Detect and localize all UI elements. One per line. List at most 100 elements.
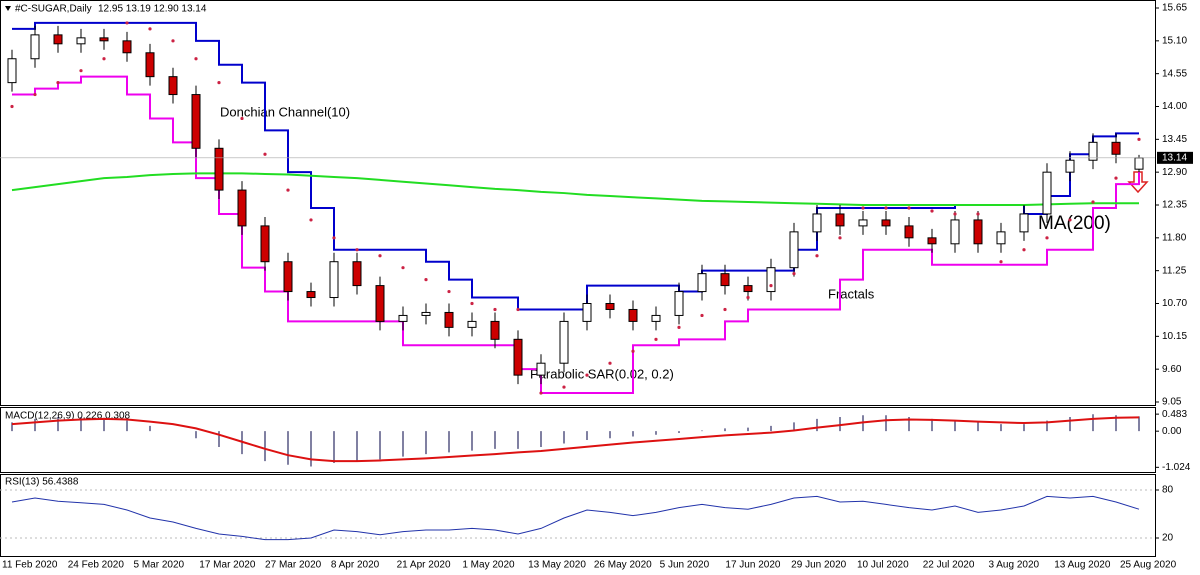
donchian-lower	[12, 75, 1140, 395]
sar-dot	[493, 307, 497, 312]
candle-body	[789, 231, 799, 269]
sar-dot	[378, 254, 382, 258]
candle-body	[559, 320, 569, 364]
candle-body	[237, 189, 247, 227]
x-tick-label: 3 Aug 2020	[988, 560, 1039, 571]
candle-body	[1042, 171, 1052, 215]
candle-body	[99, 37, 109, 42]
last-price-box	[1157, 151, 1193, 164]
sar-dot	[631, 349, 635, 353]
sar-dot	[608, 361, 612, 365]
sar-dot	[792, 272, 796, 276]
y-tick-label: 10.15	[1162, 331, 1187, 342]
y-tick-label: 9.05	[1162, 397, 1182, 408]
sar-dot	[516, 307, 520, 312]
sar-dot	[723, 307, 727, 312]
sar-dot	[1045, 236, 1049, 240]
menu-arrow[interactable]	[5, 6, 11, 11]
candle-body	[628, 308, 638, 322]
sar-dot	[930, 209, 934, 213]
y-tick-label: 12.90	[1162, 167, 1187, 178]
candle-body	[122, 40, 132, 54]
y-tick-label: 13.45	[1162, 134, 1187, 145]
candle-body	[1065, 159, 1075, 173]
candle-body	[214, 147, 224, 191]
y-tick-label: 11.80	[1162, 232, 1187, 243]
candle-body	[467, 320, 477, 328]
sar-dot	[746, 295, 750, 300]
candle-body	[76, 37, 86, 45]
candle-body	[536, 362, 546, 376]
sar-dot	[309, 218, 313, 222]
y-tick-label: 0.483	[1162, 409, 1187, 420]
sar-dot	[700, 313, 704, 318]
y-tick-label: 80	[1162, 485, 1174, 496]
candle-body	[927, 237, 937, 245]
candle-body	[812, 213, 822, 233]
candle-body	[881, 219, 891, 227]
candle-body	[697, 273, 707, 293]
candle-body	[1134, 157, 1144, 170]
candle-body	[1111, 141, 1121, 155]
candle-body	[398, 314, 408, 322]
y-tick-label: 15.65	[1162, 3, 1187, 14]
candle-body	[7, 58, 17, 84]
candle-body	[605, 303, 615, 310]
candle-body	[766, 267, 776, 293]
sar-dot	[10, 104, 14, 109]
ohlc-header: 12.95 13.19 12.90 13.14	[98, 4, 207, 15]
candle-body	[720, 273, 730, 287]
candle-body	[1088, 141, 1098, 161]
macd-pane	[0, 407, 1156, 473]
sar-dot	[125, 21, 129, 25]
x-tick-label: 29 Jun 2020	[791, 560, 846, 571]
candle-body	[973, 219, 983, 245]
sar-dot	[286, 188, 290, 192]
x-tick-label: 1 May 2020	[462, 560, 515, 571]
x-tick-label: 11 Feb 2020	[2, 560, 58, 571]
candle-body	[260, 225, 270, 263]
candle-body	[743, 285, 753, 293]
rsi-title: RSI(13) 56.4388	[5, 477, 79, 488]
symbol-title: #C-SUGAR,Daily	[15, 4, 92, 15]
donchian-upper	[12, 21, 1139, 311]
x-tick-label: 17 Jun 2020	[725, 560, 780, 571]
sar-dot	[1114, 176, 1118, 180]
sar-dot	[102, 57, 106, 61]
x-tick-label: 25 Aug 2020	[1120, 560, 1177, 571]
sar-dot	[884, 206, 888, 210]
ma-label: MA(200)	[1038, 213, 1111, 234]
y-tick-label: 11.25	[1162, 265, 1187, 276]
sar-dot	[953, 212, 957, 216]
macd-signal	[11, 416, 1140, 463]
sar-dot	[240, 116, 244, 121]
y-tick-label: 9.60	[1162, 364, 1182, 375]
candle-body	[191, 94, 201, 149]
price-pane	[0, 0, 1156, 406]
sar-dot	[769, 283, 773, 288]
x-tick-label: 5 Mar 2020	[134, 560, 185, 571]
candle-body	[950, 219, 960, 245]
ma-line	[11, 172, 1139, 206]
sar-dot	[332, 236, 336, 240]
candle-body	[490, 320, 500, 340]
y-tick-label: 15.10	[1162, 35, 1187, 46]
x-tick-label: 13 May 2020	[528, 560, 586, 571]
candle-body	[904, 225, 914, 239]
sar-dot	[539, 391, 543, 395]
sar-dot	[470, 301, 474, 306]
candle-body	[421, 311, 431, 316]
candle-body	[996, 231, 1006, 245]
sar-dot	[401, 266, 405, 270]
candle-body	[53, 34, 63, 45]
candle-body	[444, 311, 454, 328]
sar-dot	[79, 69, 83, 73]
candle-body	[858, 219, 868, 227]
x-tick-label: 17 Mar 2020	[199, 560, 256, 571]
last-price-label: 13.14	[1162, 152, 1187, 163]
candle-body	[283, 261, 293, 293]
y-tick-label: 0.00	[1162, 426, 1182, 437]
candle-body	[674, 291, 684, 316]
sar-dot	[424, 278, 428, 282]
